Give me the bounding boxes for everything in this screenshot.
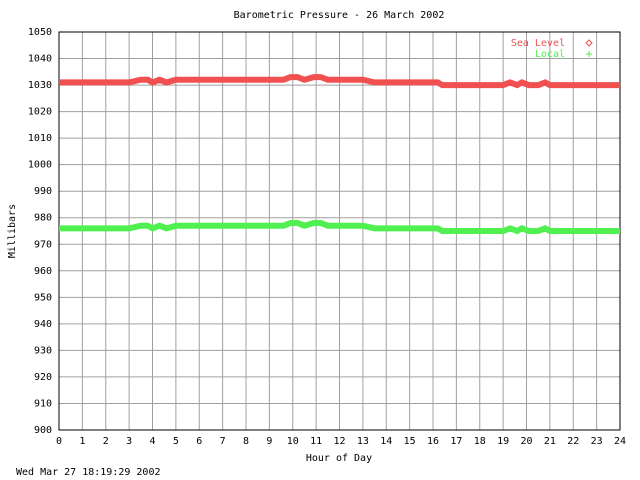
legend-marker xyxy=(585,39,593,47)
y-tick-label: 1010 xyxy=(28,133,52,144)
x-tick-label: 21 xyxy=(544,436,556,447)
legend-marker xyxy=(586,51,592,57)
y-tick-label: 1020 xyxy=(28,107,52,118)
x-tick-label: 12 xyxy=(333,436,345,447)
series-line xyxy=(59,220,620,235)
y-tick-label: 910 xyxy=(34,398,52,409)
x-tick-label: 11 xyxy=(310,436,322,447)
x-tick-label: 0 xyxy=(56,436,62,447)
series-line xyxy=(59,74,620,89)
y-tick-label: 940 xyxy=(34,319,52,330)
x-tick-label: 24 xyxy=(614,436,626,447)
y-tick-label: 960 xyxy=(34,266,52,277)
x-tick-label: 8 xyxy=(243,436,249,447)
chart-title: Barometric Pressure - 26 March 2002 xyxy=(234,10,445,21)
x-tick-label: 6 xyxy=(196,436,202,447)
y-tick-label: 980 xyxy=(34,213,52,224)
x-tick-label: 1 xyxy=(79,436,85,447)
x-axis-label: Hour of Day xyxy=(306,453,372,464)
y-axis-label: Millibars xyxy=(7,204,18,258)
x-tick-label: 19 xyxy=(497,436,509,447)
x-tick-label: 4 xyxy=(149,436,155,447)
x-tick-label: 17 xyxy=(450,436,462,447)
x-tick-label: 13 xyxy=(357,436,369,447)
x-tick-label: 10 xyxy=(287,436,299,447)
x-tick-label: 18 xyxy=(474,436,486,447)
y-tick-label: 1040 xyxy=(28,54,52,65)
x-tick-label: 15 xyxy=(404,436,416,447)
y-tick-label: 950 xyxy=(34,292,52,303)
y-tick-label: 930 xyxy=(34,345,52,356)
x-tick-label: 2 xyxy=(103,436,109,447)
y-tick-label: 1030 xyxy=(28,80,52,91)
x-tick-label: 5 xyxy=(173,436,179,447)
x-tick-label: 7 xyxy=(220,436,226,447)
legend-label: Sea Level xyxy=(511,38,565,49)
x-tick-label: 23 xyxy=(591,436,603,447)
y-tick-label: 970 xyxy=(34,239,52,250)
legend-label: Local xyxy=(535,49,565,60)
y-tick-label: 900 xyxy=(34,425,52,436)
x-tick-label: 20 xyxy=(520,436,532,447)
x-tick-label: 3 xyxy=(126,436,132,447)
y-tick-label: 1000 xyxy=(28,160,52,171)
footer: Wed Mar 27 18:19:29 2002 xyxy=(16,467,161,478)
x-tick-label: 9 xyxy=(266,436,272,447)
y-tick-label: 920 xyxy=(34,372,52,383)
y-tick-label: 990 xyxy=(34,186,52,197)
x-tick-label: 22 xyxy=(567,436,579,447)
x-tick-label: 14 xyxy=(380,436,392,447)
y-tick-label: 1050 xyxy=(28,27,52,38)
x-tick-label: 16 xyxy=(427,436,439,447)
